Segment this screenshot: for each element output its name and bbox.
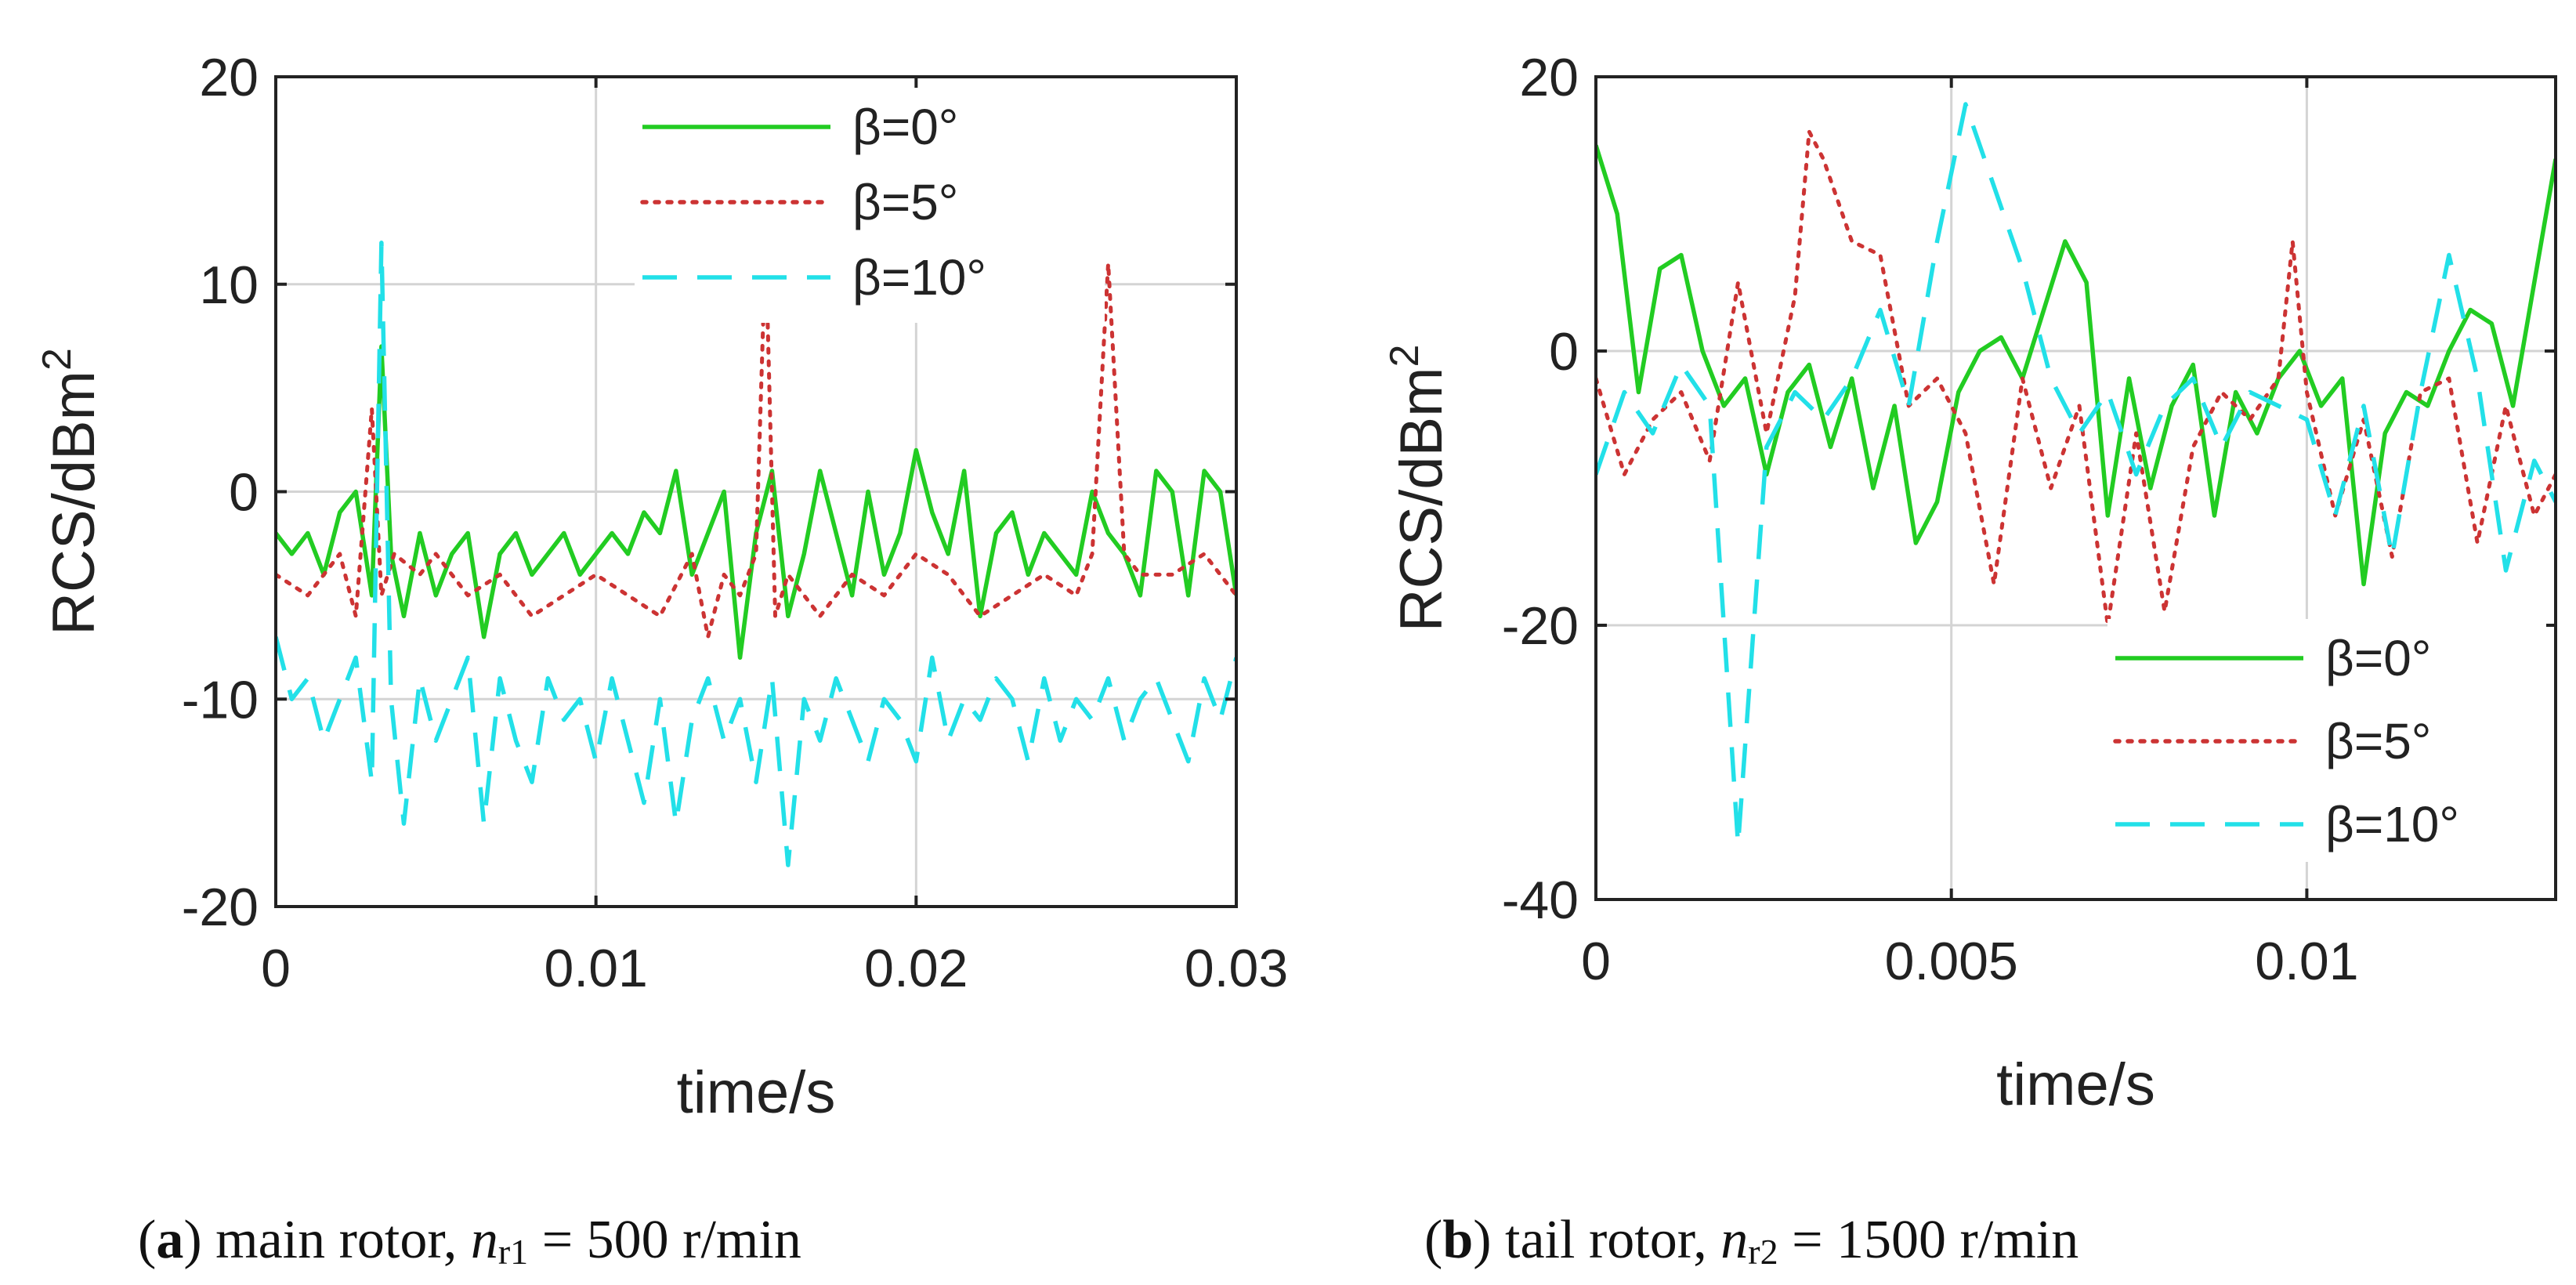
y-tick-label: 0	[1549, 322, 1579, 382]
y-tick-label: 0	[229, 463, 259, 523]
chart-panel-a: 0 0.01 0.02 0.03 -20 -10 0 10 20 time/s RCS/dBm2 β=…	[34, 48, 1288, 1272]
legend-label-1: β=5°	[2325, 713, 2431, 769]
caption-subscript: r2	[1748, 1232, 1778, 1272]
series-line-2	[276, 241, 1236, 867]
legend-label-2: β=10°	[852, 249, 986, 306]
series-line-1	[276, 241, 1236, 639]
y-axis-label: RCS/dBm2	[34, 348, 107, 635]
x-axis-label: time/s	[677, 1059, 836, 1126]
legend-label-1: β=5°	[852, 174, 958, 230]
y-axis-label: RCS/dBm2	[1382, 345, 1455, 632]
legend-label-2: β=10°	[2325, 796, 2459, 852]
series-line-2	[1596, 102, 2556, 847]
legend: β=0° β=5° β=10°	[635, 88, 1105, 323]
y-axis-label-superscript: 2	[34, 348, 80, 371]
y-tick-label: -20	[182, 878, 259, 937]
caption-variable: n	[1720, 1210, 1748, 1270]
legend-label-0: β=0°	[2325, 630, 2431, 686]
legend: β=0° β=5° β=10°	[2107, 619, 2546, 862]
caption-subscript: r1	[498, 1232, 528, 1272]
y-tick-label: 20	[199, 48, 259, 107]
series-group	[276, 241, 1236, 867]
y-tick-label: -40	[1502, 871, 1579, 930]
x-tick-label: 0	[1581, 932, 1611, 991]
figure-caption: (b) tail rotor, nr2 = 1500 r/min	[1424, 1210, 2079, 1272]
x-tick-label: 0.01	[544, 939, 647, 998]
y-tick-label: -20	[1502, 596, 1579, 656]
series-line-0	[276, 344, 1236, 661]
x-tick-label: 0.03	[1185, 939, 1288, 998]
y-tick-label: -10	[182, 670, 259, 729]
series-group	[1596, 102, 2556, 847]
axes-box	[1594, 75, 2557, 901]
series-line-0	[1596, 144, 2556, 587]
figure-caption: (a) main rotor, nr1 = 500 r/min	[138, 1210, 801, 1272]
y-tick-label: 10	[199, 255, 259, 315]
x-tick-label: 0	[261, 939, 291, 998]
chart-panel-b: 0 0.005 0.01 -40 -20 0 20 time/s RCS/dBm2 β=0° β=5…	[1382, 48, 2557, 1272]
caption-variable: n	[471, 1210, 498, 1270]
caption-value: = 1500 r/min	[1778, 1210, 2079, 1270]
y-tick-label: 20	[1519, 48, 1579, 107]
caption-label: a	[156, 1210, 183, 1270]
caption-label: b	[1442, 1210, 1473, 1270]
x-axis-label: time/s	[1996, 1052, 2155, 1118]
x-tick-label: 0.01	[2255, 932, 2358, 991]
y-axis-label-superscript: 2	[1382, 345, 1427, 367]
caption-value: = 500 r/min	[528, 1210, 801, 1270]
series-line-1	[1596, 129, 2556, 628]
x-tick-label: 0.02	[864, 939, 968, 998]
legend-label-0: β=0°	[852, 99, 958, 155]
x-tick-label: 0.005	[1885, 932, 2018, 991]
